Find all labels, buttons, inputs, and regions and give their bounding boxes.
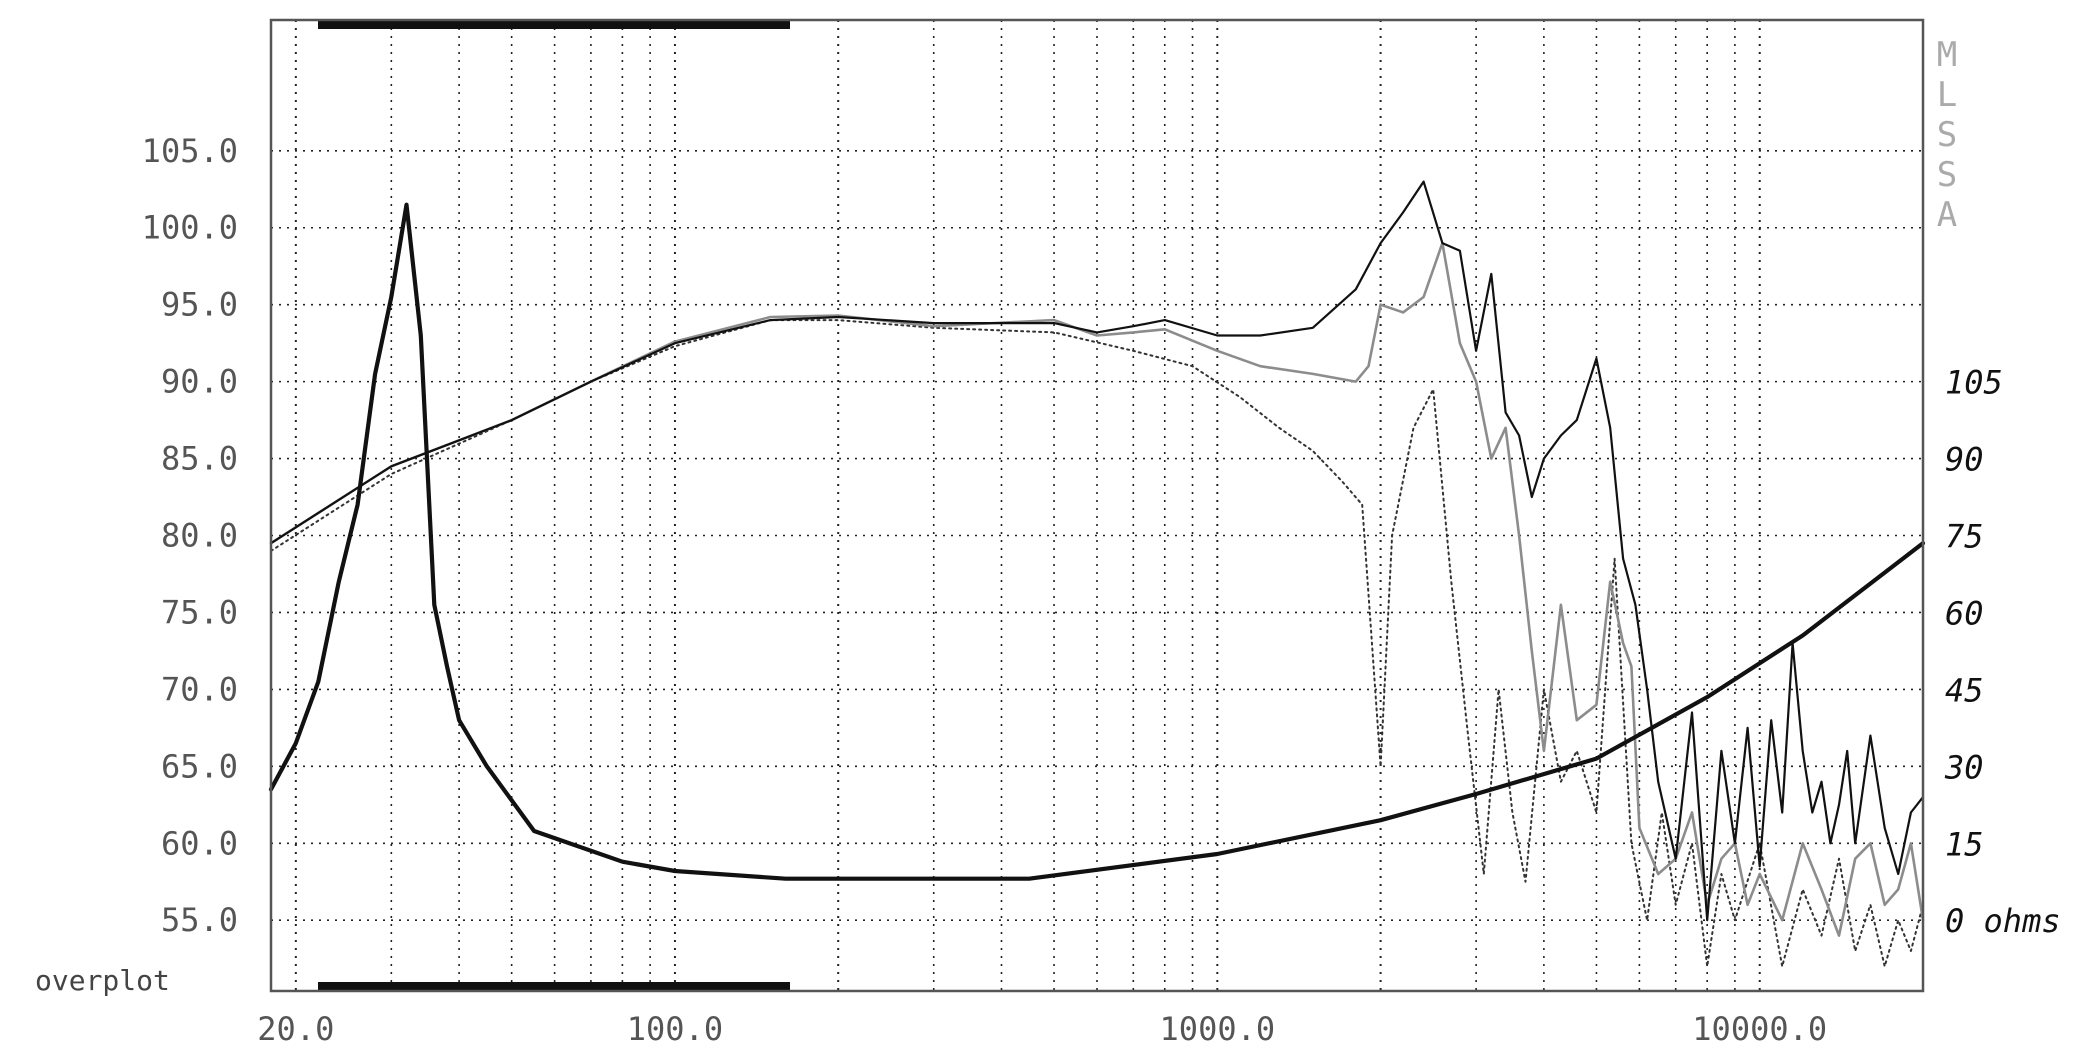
grid bbox=[271, 20, 1924, 991]
y-axis-labels: 55.0 60.0 65.0 70.0 75.0 80.0 85.0 90.0 95.0 100.… bbox=[142, 132, 238, 939]
series-line-off-axis-response-2 bbox=[270, 319, 1924, 968]
y-tick-label: 105.0 bbox=[142, 132, 238, 170]
impedance-axis-labels: 105 90 75 60 45 30 15 0 ohms bbox=[1944, 364, 2061, 941]
y-tick-label: 100.0 bbox=[142, 209, 238, 247]
x-tick-label: 1000.0 bbox=[1160, 1010, 1276, 1048]
top-range-bar bbox=[318, 20, 790, 29]
y-tick-label: 55.0 bbox=[161, 901, 238, 939]
y-tick-label: 60.0 bbox=[161, 824, 238, 862]
brand-letter: L bbox=[1937, 75, 1957, 115]
y-tick-label: 75.0 bbox=[161, 593, 238, 631]
series-line-impedance bbox=[268, 202, 1926, 881]
analysis-range-bars bbox=[318, 20, 790, 991]
series bbox=[268, 180, 1926, 968]
impedance-tick-label: 30 bbox=[1944, 748, 1984, 786]
brand-letter: S bbox=[1937, 115, 1957, 155]
y-tick-label: 90.0 bbox=[161, 363, 238, 401]
y-tick-label: 70.0 bbox=[161, 670, 238, 708]
impedance-tick-label: 105 bbox=[1945, 364, 2003, 402]
series-line-on-axis-response bbox=[269, 180, 1925, 922]
x-tick-label: 100.0 bbox=[627, 1010, 723, 1048]
x-axis-labels: 20.0 100.0 1000.0 10000.0 bbox=[257, 1010, 1827, 1048]
y-tick-label: 65.0 bbox=[161, 747, 238, 785]
y-tick-label: 80.0 bbox=[161, 517, 238, 555]
y-tick-label: 85.0 bbox=[161, 440, 238, 478]
x-tick-label: 10000.0 bbox=[1692, 1010, 1827, 1048]
impedance-tick-label: 15 bbox=[1945, 825, 1984, 863]
impedance-tick-label: 45 bbox=[1945, 671, 1984, 709]
brand-letter: M bbox=[1937, 35, 1957, 75]
brand-letter: S bbox=[1937, 155, 1957, 195]
impedance-tick-label: 90 bbox=[1945, 441, 1984, 479]
plot-frame bbox=[269, 18, 1925, 993]
y-tick-label: 95.0 bbox=[161, 286, 238, 324]
x-tick-label: 20.0 bbox=[257, 1010, 334, 1048]
bottom-range-bar bbox=[318, 982, 790, 991]
impedance-tick-label: 0 ohms bbox=[1945, 902, 2061, 940]
overplot-label: overplot bbox=[35, 964, 170, 997]
brand-letter: A bbox=[1937, 195, 1957, 235]
impedance-tick-label: 75 bbox=[1945, 518, 1984, 556]
impedance-tick-label: 60 bbox=[1945, 594, 1984, 632]
